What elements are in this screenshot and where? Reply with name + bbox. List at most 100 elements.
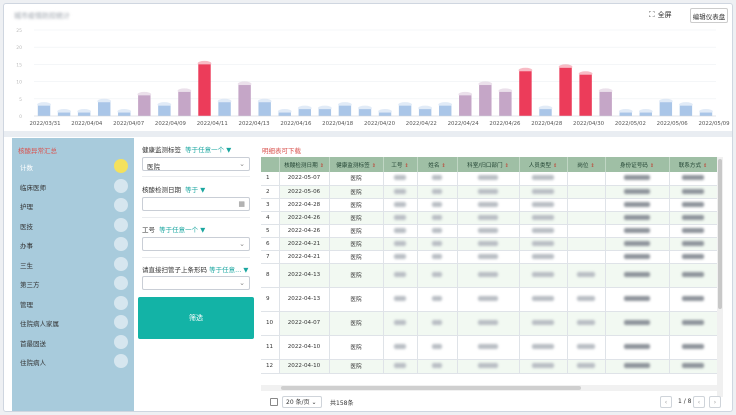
first-page-button[interactable]: ‹ [693,396,705,408]
column-header[interactable]: 健康监测标签 ⇕ [329,157,384,172]
column-header-label: 岗位 [577,162,589,169]
table-row[interactable]: 7 2022-04-21 医院 [261,250,718,264]
table-row[interactable]: 6 2022-04-21 医院 [261,237,718,251]
vertical-scrollbar[interactable] [717,157,723,397]
fullscreen-button[interactable]: ⛶ 全屏 [649,10,672,20]
table-icon[interactable] [270,398,278,406]
table-row[interactable]: 10 2022-04-07 医院 [261,311,718,336]
bar[interactable] [519,71,532,116]
summary-item[interactable]: 第三方 [12,273,134,293]
bar[interactable] [619,112,632,116]
column-header[interactable]: 姓名 ⇕ [417,157,458,172]
bar[interactable] [499,91,512,116]
cell-redacted [417,263,458,288]
sort-icon[interactable]: ⇕ [404,162,409,169]
bar[interactable] [158,105,171,116]
filter-condition[interactable]: 等于任意一个 ▼ [159,226,206,234]
bar[interactable] [118,112,131,116]
sort-icon[interactable]: ⇕ [371,162,376,169]
sort-icon[interactable]: ⇕ [553,162,558,169]
bar[interactable] [599,91,612,116]
bar[interactable] [679,105,693,116]
page-size-select[interactable]: 20 条/页 ⌄ [282,396,322,408]
scroll-thumb[interactable] [281,386,581,390]
table-row[interactable]: 4 2022-04-26 医院 [261,211,718,225]
bar[interactable] [459,95,472,116]
bar[interactable] [198,64,211,116]
filter-condition[interactable]: 等于 ▼ [185,186,206,194]
summary-item[interactable]: 管理 [12,293,134,313]
column-header[interactable]: 工号 ⇕ [383,157,418,172]
summary-item[interactable]: 首最固送 [12,332,134,352]
bar[interactable] [298,109,312,116]
bar[interactable] [178,91,191,116]
bar[interactable] [539,109,552,116]
bar[interactable] [238,85,251,116]
sort-icon[interactable]: ⇕ [703,162,708,169]
column-header[interactable]: 人员类型 ⇕ [519,157,568,172]
table-row[interactable]: 3 2022-04-28 医院 [261,198,718,212]
bar[interactable] [278,112,291,116]
bar[interactable] [479,85,492,116]
bar[interactable] [218,102,231,116]
table-row[interactable]: 2 2022-05-06 医院 [261,185,718,199]
column-header[interactable]: 联系方式 ⇕ [669,157,718,172]
sort-icon[interactable]: ⇕ [319,162,324,169]
bar[interactable] [77,112,91,116]
bar[interactable] [138,95,151,116]
bar[interactable] [639,112,653,116]
bar[interactable] [37,105,51,116]
horizontal-scrollbar[interactable] [261,385,717,391]
summary-item[interactable]: 办事 [12,234,134,254]
bar[interactable] [318,109,332,116]
cell-redacted [567,287,606,312]
column-header[interactable]: 身份证号码 ⇕ [605,157,670,172]
table-row[interactable]: 12 2022-04-10 医院 [261,359,718,374]
sort-icon[interactable]: ⇕ [649,162,655,169]
cell-redacted [605,237,670,251]
table-row[interactable]: 9 2022-04-13 医院 [261,287,718,312]
edit-dashboard-button[interactable]: 编辑仪表盘 [690,8,728,23]
summary-item[interactable]: 住院病人家属 [12,312,134,332]
sort-icon[interactable]: ⇕ [504,162,509,169]
bar[interactable] [378,112,392,116]
bar[interactable] [418,109,432,116]
filter-condition[interactable]: 等于任意一个 ▼ [185,146,232,154]
bar[interactable] [258,102,271,116]
bar[interactable] [699,112,713,116]
column-header[interactable]: 岗位 ⇕ [567,157,606,172]
bar[interactable] [559,67,572,116]
summary-item[interactable]: 医技 [12,215,134,235]
barcode-select[interactable]: ⌄ [142,276,250,290]
bar[interactable] [579,74,592,116]
column-header[interactable]: 核酸检测日期 ⇕ [279,157,330,172]
health-tag-select[interactable]: 医院 ⌄ [142,157,250,171]
bar[interactable] [398,105,412,116]
table-row[interactable]: 8 2022-04-13 医院 [261,263,718,288]
sort-icon[interactable]: ⇕ [441,162,446,169]
summary-item[interactable]: 护理 [12,195,134,215]
next-page-button[interactable]: › [709,396,721,408]
bar[interactable] [57,112,71,116]
bar[interactable] [97,102,111,116]
filter-button[interactable]: 筛选 [138,297,254,339]
scroll-thumb[interactable] [718,159,722,309]
table-row[interactable]: 11 2022-04-10 医院 [261,335,718,360]
filter-condition[interactable]: 等于任意... [209,266,242,274]
bar[interactable] [659,102,673,116]
summary-item[interactable]: 临床医师 [12,176,134,196]
employee-id-select[interactable]: ⌄ [142,237,250,251]
bar[interactable] [358,109,372,116]
column-header[interactable]: 科室/归口部门 ⇕ [457,157,520,172]
bar[interactable] [338,105,352,116]
summary-item[interactable]: 计数 [12,156,134,176]
prev-page-button[interactable]: ‹ [660,396,672,408]
summary-item[interactable]: 住院病人 [12,351,134,371]
redacted-text [432,175,442,181]
table-row[interactable]: 5 2022-04-26 医院 [261,224,718,238]
sort-icon[interactable]: ⇕ [590,162,595,169]
summary-item[interactable]: 三生 [12,254,134,274]
test-date-picker[interactable]: ▦ [142,197,250,211]
table-row[interactable]: 1 2022-05-07 医院 [261,172,718,186]
bar[interactable] [438,105,452,116]
